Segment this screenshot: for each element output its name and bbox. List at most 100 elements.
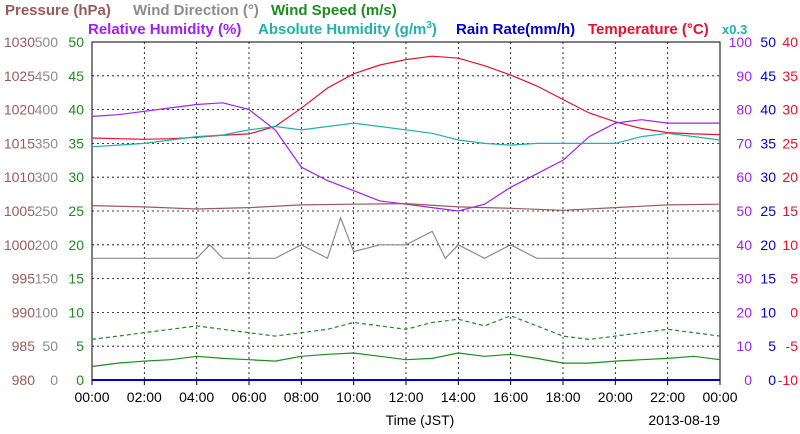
legend-row2-2: Rain Rate(mm/h) — [456, 21, 575, 38]
legend-suffix: ) — [432, 21, 437, 38]
tick-humidity: 80 — [736, 102, 752, 118]
tick-pressure: 1000 — [4, 237, 35, 253]
x-tick-label: 10:00 — [336, 389, 371, 405]
tick-humidity: 100 — [729, 34, 753, 50]
tick-wind_speed: 45 — [68, 68, 84, 84]
x-tick-label: 02:00 — [127, 389, 162, 405]
x-tick-label: 22:00 — [650, 389, 685, 405]
series-temperature — [91, 55, 721, 140]
legend-row1-0: Pressure (hPa) — [5, 2, 111, 19]
tick-humidity: 70 — [736, 135, 752, 151]
tick-wind_dir: 350 — [35, 135, 59, 151]
tick-pressure: 985 — [12, 338, 36, 354]
tick-wind_speed: 40 — [68, 102, 84, 118]
tick-wind_speed: 10 — [68, 304, 84, 320]
tick-wind_dir: 250 — [35, 203, 59, 219]
tick-temperature: -5 — [786, 338, 799, 354]
tick-wind_speed: 25 — [68, 203, 84, 219]
tick-wind_speed: 30 — [68, 169, 84, 185]
x-tick-label: 20:00 — [598, 389, 633, 405]
tick-pressure: 1015 — [4, 135, 35, 151]
date-label: 2013-08-19 — [648, 412, 720, 428]
series-wind-direction — [92, 216, 720, 260]
tick-temperature: 25 — [782, 135, 798, 151]
x-axis: 00:00 02:00 04:00 06:00 08:00 10:00 12:00 14:00… — [74, 380, 738, 405]
tick-rain: 35 — [760, 135, 776, 151]
tick-wind_dir: 400 — [35, 102, 59, 118]
legend-row2-1: Absolute Humidity (g/m3) — [258, 20, 437, 38]
tick-rain: 10 — [760, 304, 776, 320]
tick-wind_speed: 5 — [76, 338, 84, 354]
tick-temperature: 0 — [790, 304, 798, 320]
tick-temperature: 35 — [782, 68, 798, 84]
tick-wind_speed: 15 — [68, 271, 84, 287]
x-tick-label: 14:00 — [441, 389, 476, 405]
tick-pressure: 1025 — [4, 68, 35, 84]
x-tick-label: 08:00 — [284, 389, 319, 405]
tick-wind_speed: 0 — [76, 372, 84, 388]
tick-humidity: 30 — [736, 271, 752, 287]
tick-humidity: 50 — [736, 203, 752, 219]
tick-pressure: 995 — [12, 271, 36, 287]
tick-pressure: 1030 — [4, 34, 35, 50]
series-absolute-humidity-x0-3 — [91, 122, 721, 148]
tick-temperature: 10 — [782, 237, 798, 253]
x-tick-label: 06:00 — [231, 389, 266, 405]
legend-sup: 3 — [426, 20, 432, 31]
legend-row1-2: Wind Speed (m/s) — [271, 2, 397, 19]
tick-wind_speed: 20 — [68, 237, 84, 253]
x-tick-label: 00:00 — [702, 389, 737, 405]
tick-temperature: -10 — [778, 372, 798, 388]
tick-temperature: 15 — [782, 203, 798, 219]
x-tick-label: 12:00 — [388, 389, 423, 405]
tick-rain: 20 — [760, 237, 776, 253]
tick-rain: 5 — [768, 338, 776, 354]
tick-temperature: 30 — [782, 102, 798, 118]
tick-humidity: 10 — [736, 338, 752, 354]
tick-wind_dir: 200 — [35, 237, 59, 253]
x-tick-label: 04:00 — [179, 389, 214, 405]
tick-pressure: 990 — [12, 304, 36, 320]
tick-wind_dir: 150 — [35, 271, 59, 287]
legend-row2-0: Relative Humidity (%) — [88, 21, 241, 38]
tick-pressure: 1005 — [4, 203, 35, 219]
tick-rain: 25 — [760, 203, 776, 219]
right-axes: 0102030405060708090100051015202530354045… — [729, 34, 799, 388]
series-relative-humidity — [91, 102, 720, 212]
x-tick-label: 18:00 — [545, 389, 580, 405]
tick-rain: 50 — [760, 34, 776, 50]
tick-temperature: 5 — [790, 271, 798, 287]
series-pressure — [91, 202, 721, 211]
legend: Pressure (hPa) Wind Direction (°) Wind Spe… — [5, 2, 747, 38]
tick-humidity: 20 — [736, 304, 752, 320]
tick-rain: 15 — [760, 271, 776, 287]
tick-rain: 40 — [760, 102, 776, 118]
x-tick-label: 16:00 — [493, 389, 528, 405]
tick-wind_dir: 500 — [35, 34, 59, 50]
tick-humidity: 60 — [736, 169, 752, 185]
tick-pressure: 1010 — [4, 169, 35, 185]
tick-humidity: 0 — [744, 372, 752, 388]
tick-wind_dir: 50 — [42, 338, 58, 354]
tick-temperature: 20 — [782, 169, 798, 185]
tick-humidity: 90 — [736, 68, 752, 84]
tick-rain: 0 — [768, 372, 776, 388]
tick-humidity: 40 — [736, 237, 752, 253]
tick-wind_dir: 0 — [50, 372, 58, 388]
tick-wind_dir: 450 — [35, 68, 59, 84]
legend-row1-1: Wind Direction (°) — [133, 2, 259, 19]
tick-wind_speed: 50 — [68, 34, 84, 50]
tick-wind_dir: 300 — [35, 169, 59, 185]
legend-row2-3: Temperature (°C) — [588, 21, 709, 38]
left-axes: 9809859909951000100510101015102010251030… — [4, 34, 84, 388]
series-wind-speed-gust — [91, 315, 721, 341]
tick-pressure: 1020 — [4, 102, 35, 118]
tick-pressure: 980 — [12, 372, 36, 388]
tick-wind_speed: 35 — [68, 135, 84, 151]
series-wind-speed-mean — [91, 352, 721, 368]
tick-rain: 45 — [760, 68, 776, 84]
tick-temperature: 40 — [782, 34, 798, 50]
legend-row2-4: x0.3 — [722, 22, 747, 37]
x-axis-label: Time (JST) — [386, 412, 455, 428]
